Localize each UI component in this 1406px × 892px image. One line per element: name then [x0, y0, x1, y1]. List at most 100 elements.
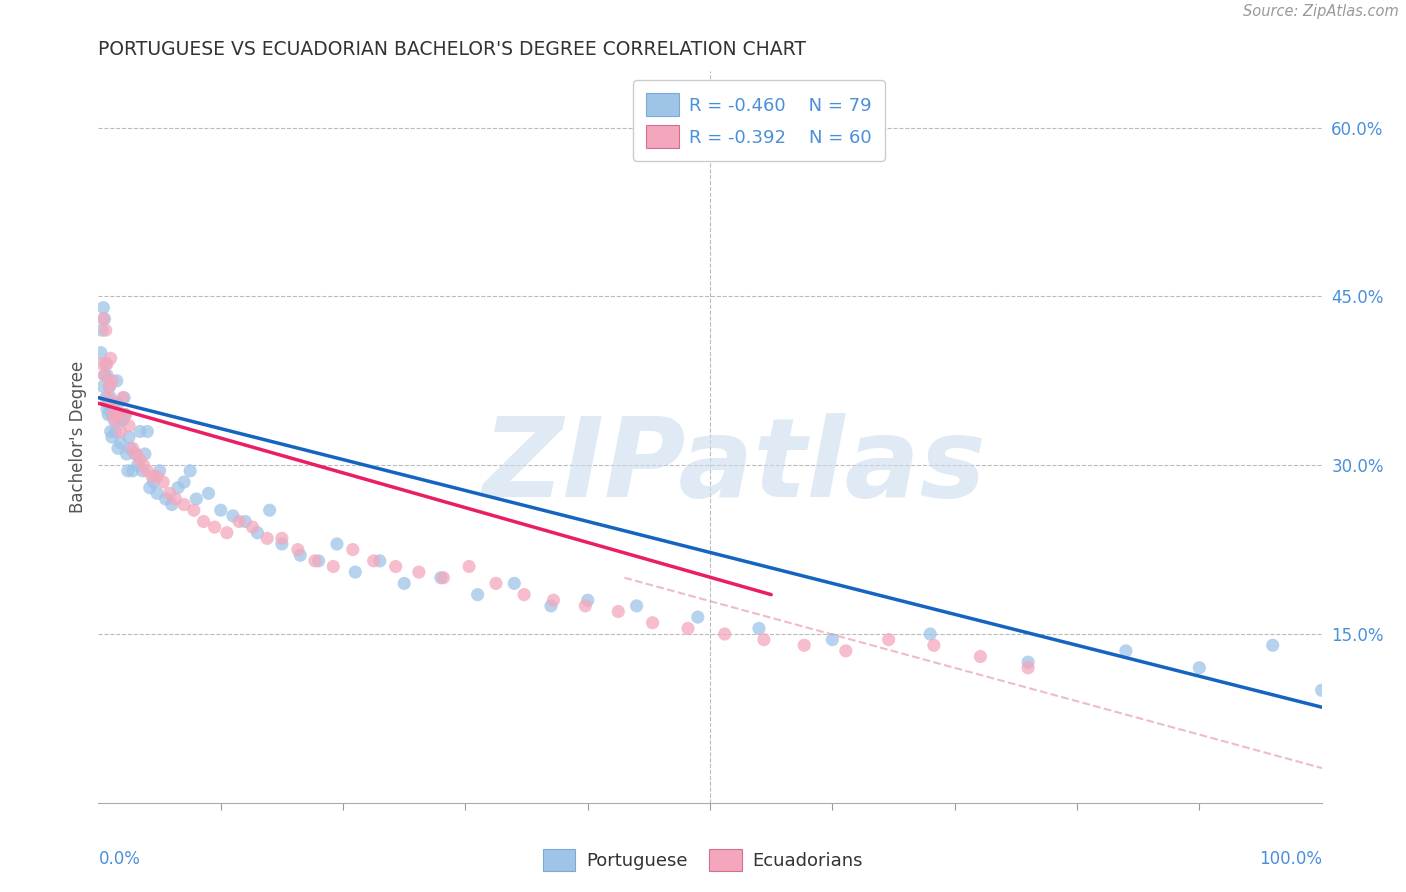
Point: [287, 542, 309, 557]
Point: [101, 408, 124, 422]
Point: [93, 368, 115, 383]
Point: [111, 413, 134, 427]
Point: [713, 627, 735, 641]
Point: [1017, 661, 1039, 675]
Point: [115, 447, 138, 461]
Point: [100, 391, 122, 405]
Point: [107, 442, 129, 456]
Point: [105, 374, 128, 388]
Point: [197, 486, 219, 500]
Point: [877, 632, 900, 647]
Point: [193, 515, 215, 529]
Point: [607, 605, 630, 619]
Point: [242, 520, 264, 534]
Point: [107, 396, 129, 410]
Point: [149, 464, 172, 478]
Point: [228, 515, 250, 529]
Point: [96, 401, 118, 416]
Point: [120, 442, 142, 456]
Text: 0.0%: 0.0%: [98, 850, 141, 868]
Point: [103, 413, 125, 427]
Point: [256, 532, 278, 546]
Text: ZIPatlas: ZIPatlas: [482, 413, 987, 520]
Point: [793, 638, 815, 652]
Text: Source: ZipAtlas.com: Source: ZipAtlas.com: [1243, 4, 1399, 20]
Point: [1310, 683, 1333, 698]
Point: [98, 379, 121, 393]
Point: [1261, 638, 1284, 652]
Point: [132, 458, 155, 473]
Point: [173, 498, 195, 512]
Point: [91, 301, 114, 315]
Point: [222, 508, 245, 523]
Point: [503, 576, 526, 591]
Point: [344, 565, 367, 579]
Point: [111, 413, 134, 427]
Point: [146, 486, 169, 500]
Point: [641, 615, 664, 630]
Point: [101, 374, 124, 388]
Point: [430, 571, 453, 585]
Point: [233, 515, 256, 529]
Point: [167, 481, 190, 495]
Point: [104, 413, 127, 427]
Y-axis label: Bachelor's Degree: Bachelor's Degree: [69, 361, 87, 513]
Point: [127, 458, 149, 473]
Point: [748, 621, 770, 635]
Point: [117, 464, 139, 478]
Point: [969, 649, 991, 664]
Point: [129, 452, 152, 467]
Point: [186, 491, 208, 506]
Point: [326, 537, 349, 551]
Point: [94, 323, 117, 337]
Point: [97, 408, 120, 422]
Point: [304, 554, 326, 568]
Point: [368, 554, 391, 568]
Point: [98, 379, 121, 393]
Point: [136, 464, 159, 478]
Point: [91, 312, 114, 326]
Point: [139, 481, 162, 495]
Point: [152, 475, 174, 489]
Point: [146, 469, 169, 483]
Point: [432, 571, 454, 585]
Point: [155, 491, 177, 506]
Point: [129, 425, 152, 439]
Point: [686, 610, 709, 624]
Point: [114, 408, 136, 422]
Point: [458, 559, 481, 574]
Point: [94, 391, 117, 405]
Point: [112, 391, 135, 405]
Legend: Portuguese, Ecuadorians: Portuguese, Ecuadorians: [536, 842, 870, 879]
Point: [259, 503, 281, 517]
Point: [408, 565, 430, 579]
Point: [101, 430, 124, 444]
Point: [121, 442, 143, 456]
Point: [93, 312, 115, 326]
Point: [270, 532, 294, 546]
Point: [136, 425, 159, 439]
Point: [98, 396, 121, 410]
Point: [922, 638, 945, 652]
Point: [574, 599, 596, 613]
Point: [97, 391, 120, 405]
Point: [342, 542, 364, 557]
Point: [920, 627, 942, 641]
Point: [308, 554, 330, 568]
Point: [322, 559, 344, 574]
Point: [676, 621, 699, 635]
Point: [100, 425, 122, 439]
Point: [96, 368, 118, 383]
Legend: R = -0.460    N = 79, R = -0.392    N = 60: R = -0.460 N = 79, R = -0.392 N = 60: [634, 80, 884, 161]
Point: [209, 503, 232, 517]
Point: [290, 548, 312, 562]
Point: [110, 425, 132, 439]
Point: [204, 520, 226, 534]
Point: [104, 425, 127, 439]
Point: [94, 357, 117, 371]
Point: [215, 525, 238, 540]
Point: [467, 588, 489, 602]
Point: [513, 588, 536, 602]
Point: [108, 408, 131, 422]
Point: [97, 396, 120, 410]
